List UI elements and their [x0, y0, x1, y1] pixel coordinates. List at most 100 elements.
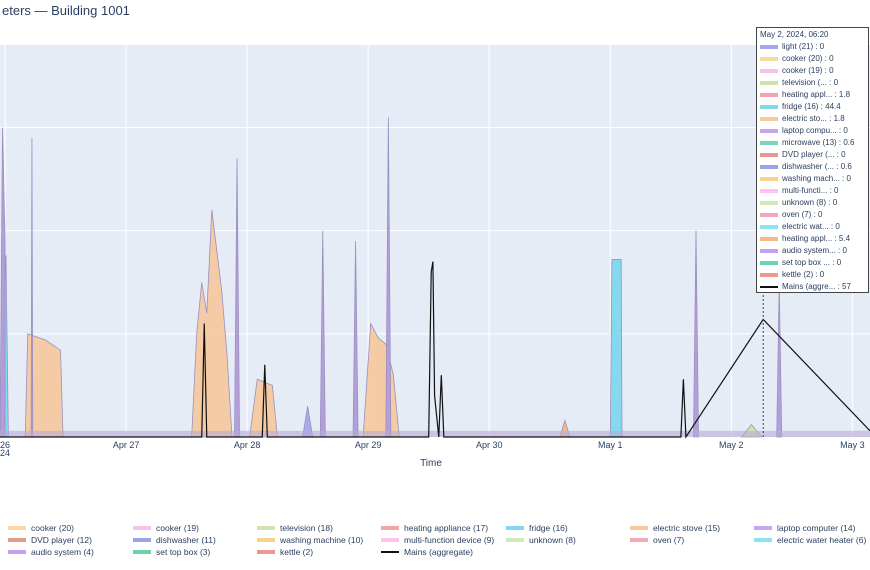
legend-item[interactable]: cooker (19)	[133, 522, 199, 534]
legend-item[interactable]: heating appliance (17)	[381, 522, 488, 534]
plot-area[interactable]	[0, 45, 870, 437]
hover-swatch	[760, 141, 778, 145]
legend-swatch	[506, 538, 524, 542]
hover-row: unknown (8) : 0	[760, 197, 865, 209]
x-tick-label: Apr 30	[476, 440, 503, 450]
mains-line-group	[0, 261, 870, 439]
hover-swatch	[760, 286, 778, 288]
hover-row: oven (7) : 0	[760, 209, 865, 221]
legend-swatch	[8, 526, 26, 530]
chart-title: eters — Building 1001	[2, 3, 130, 18]
hover-swatch	[760, 81, 778, 85]
hover-row-label: heating appl... : 1.8	[782, 90, 851, 99]
hover-row: cooker (19) : 0	[760, 65, 865, 77]
series-area[interactable]	[191, 210, 233, 438]
legend-swatch	[381, 526, 399, 530]
legend-item[interactable]: washing machine (10)	[257, 534, 363, 546]
hover-row: DVD player (... : 0	[760, 149, 865, 161]
legend-item[interactable]: DVD player (12)	[8, 534, 92, 546]
legend-label: laptop computer (14)	[777, 523, 856, 533]
legend: cooker (20) cooker (19) television (18) hea…	[0, 522, 870, 562]
legend-label: electric water heater (6)	[777, 535, 867, 545]
hover-row-label: multi-functi... : 0	[782, 186, 839, 195]
hover-swatch	[760, 93, 778, 97]
legend-label: television (18)	[280, 523, 333, 533]
x-tick-label: Apr 29	[355, 440, 382, 450]
legend-item[interactable]: laptop computer (14)	[754, 522, 855, 534]
hover-row: television (... : 0	[760, 77, 865, 89]
legend-swatch	[754, 538, 772, 542]
legend-item[interactable]: multi-function device (9)	[381, 534, 494, 546]
legend-label: oven (7)	[653, 535, 685, 545]
series-areas	[0, 117, 870, 438]
hover-row-label: kettle (2) : 0	[782, 270, 825, 279]
legend-label: set top box (3)	[156, 547, 211, 557]
legend-item[interactable]: television (18)	[257, 522, 333, 534]
hover-row-label: fridge (16) : 44.4	[782, 102, 841, 111]
legend-item[interactable]: oven (7)	[630, 534, 684, 546]
hover-row: laptop compu... : 0	[760, 125, 865, 137]
hover-row: kettle (2) : 0	[760, 269, 865, 281]
hover-row-label: light (21) : 0	[782, 42, 825, 51]
hover-swatch	[760, 261, 778, 265]
legend-swatch	[381, 538, 399, 542]
hover-row-label: DVD player (... : 0	[782, 150, 846, 159]
hover-row: Mains (aggre... : 57	[760, 281, 865, 292]
legend-swatch	[133, 526, 151, 530]
legend-item[interactable]: dishwasher (11)	[133, 534, 216, 546]
hover-row: audio system... : 0	[760, 245, 865, 257]
hover-swatch	[760, 189, 778, 193]
mains-line[interactable]	[0, 261, 870, 439]
legend-label: DVD player (12)	[31, 535, 92, 545]
hover-swatch	[760, 105, 778, 109]
legend-label: washing machine (10)	[280, 535, 364, 545]
legend-swatch	[257, 538, 275, 542]
legend-item[interactable]: audio system (4)	[8, 546, 94, 558]
legend-item[interactable]: kettle (2)	[257, 546, 313, 558]
hover-row: heating appl... : 1.8	[760, 89, 865, 101]
legend-item[interactable]: Mains (aggregate)	[381, 546, 473, 558]
hover-row-label: microwave (13) : 0.6	[782, 138, 855, 147]
x-axis-title: Time	[420, 458, 442, 469]
x-tick-sublabel: 24	[0, 448, 10, 458]
legend-label: cooker (19)	[156, 523, 199, 533]
hover-row-label: oven (7) : 0	[782, 210, 823, 219]
legend-item[interactable]: set top box (3)	[133, 546, 210, 558]
x-tick-label: May 3	[840, 440, 865, 450]
hover-rows: light (21) : 0 cooker (20) : 0 cooker (19)…	[760, 41, 865, 292]
hover-swatch	[760, 249, 778, 253]
hover-row-label: electric sto... : 1.8	[782, 114, 845, 123]
legend-label: cooker (20)	[31, 523, 74, 533]
legend-swatch	[257, 550, 275, 554]
hover-row-label: laptop compu... : 0	[782, 126, 848, 135]
hover-row: fridge (16) : 44.4	[760, 101, 865, 113]
hover-swatch	[760, 57, 778, 61]
legend-label: Mains (aggregate)	[404, 547, 473, 557]
hover-row: electric wat... : 0	[760, 221, 865, 233]
hover-row-label: unknown (8) : 0	[782, 198, 838, 207]
legend-item[interactable]: unknown (8)	[506, 534, 576, 546]
legend-item[interactable]: cooker (20)	[8, 522, 74, 534]
hover-row: set top box ... : 0	[760, 257, 865, 269]
hover-swatch	[760, 273, 778, 277]
hover-row: light (21) : 0	[760, 41, 865, 53]
legend-item[interactable]: electric water heater (6)	[754, 534, 866, 546]
legend-swatch	[8, 550, 26, 554]
hover-tooltip: May 2, 2024, 06:20 light (21) : 0 cooker …	[756, 27, 869, 293]
x-tick-label: May 1	[598, 440, 623, 450]
legend-swatch	[630, 526, 648, 530]
x-tick-label: 26	[0, 440, 10, 450]
hover-row: dishwasher (... : 0.6	[760, 161, 865, 173]
hover-row-label: dishwasher (... : 0.6	[782, 162, 852, 171]
hover-row: electric sto... : 1.8	[760, 113, 865, 125]
hover-row-label: cooker (19) : 0	[782, 66, 834, 75]
legend-item[interactable]: fridge (16)	[506, 522, 568, 534]
legend-swatch	[257, 526, 275, 530]
series-area[interactable]	[609, 259, 623, 438]
hover-row-label: set top box ... : 0	[782, 258, 842, 267]
legend-label: fridge (16)	[529, 523, 568, 533]
legend-item[interactable]: electric stove (15)	[630, 522, 720, 534]
legend-swatch	[754, 526, 772, 530]
hover-swatch	[760, 117, 778, 121]
